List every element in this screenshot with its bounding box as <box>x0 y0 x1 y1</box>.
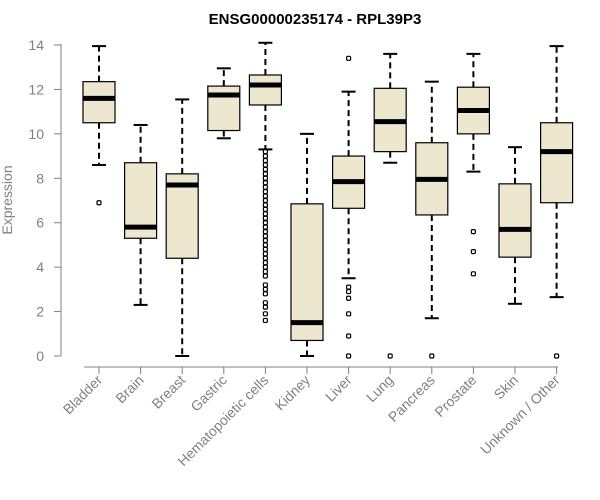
outlier-point <box>346 55 352 61</box>
y-tick-label: 8 <box>36 170 44 186</box>
outlier-point <box>470 271 476 277</box>
outlier-point <box>470 248 476 255</box>
outlier-point <box>262 304 268 310</box>
y-tick-label: 12 <box>28 81 44 97</box>
box-iqr <box>539 122 574 204</box>
outlier-point <box>346 295 352 301</box>
outlier-point <box>262 149 268 155</box>
box-group <box>456 52 490 277</box>
x-tick-label: Liver <box>322 372 355 405</box>
outlier-point <box>262 300 268 306</box>
outlier-point <box>262 282 268 288</box>
x-tick-label: Kidney <box>272 372 314 414</box>
outlier-point <box>262 197 268 204</box>
box-group <box>332 55 366 359</box>
y-axis-title: Expression <box>0 165 15 234</box>
box-group <box>290 132 324 357</box>
outlier-point <box>262 175 268 181</box>
outlier-point <box>346 311 352 317</box>
outlier-point <box>470 229 476 235</box>
outlier-point <box>262 215 268 221</box>
chart-title: ENSG00000235174 - RPL39P3 <box>209 11 422 28</box>
outlier-point <box>262 162 268 168</box>
outlier-point <box>346 353 352 359</box>
outlier-point <box>262 224 268 230</box>
box-group <box>165 98 199 357</box>
outlier-point <box>553 353 560 359</box>
outlier-point <box>429 353 435 359</box>
outlier-point <box>262 211 268 217</box>
outlier-point <box>262 286 268 292</box>
outlier-point <box>262 246 268 252</box>
outlier-point <box>262 242 268 248</box>
box-group <box>248 41 282 324</box>
outlier-point <box>262 317 268 324</box>
box-group <box>82 45 116 206</box>
box-group <box>539 45 574 359</box>
outlier-point <box>262 237 268 244</box>
box-iqr <box>248 74 282 106</box>
outlier-point <box>262 166 268 172</box>
x-tick-label: Unknown / Other <box>477 372 563 458</box>
outlier-point <box>262 264 268 270</box>
outlier-point <box>262 193 268 199</box>
outlier-point <box>262 184 268 190</box>
outlier-point <box>262 220 268 226</box>
x-tick-label: Breast <box>148 372 188 412</box>
x-tick-label: Bladder <box>60 372 106 418</box>
outlier-point <box>262 260 268 266</box>
box-group <box>373 52 407 359</box>
box-iqr <box>82 81 116 124</box>
y-tick-label: 2 <box>36 304 44 320</box>
x-tick-label: Prostate <box>431 372 479 420</box>
outlier-point <box>262 291 268 297</box>
x-tick-label: Brain <box>112 372 146 406</box>
outlier-point <box>346 288 352 295</box>
outlier-point <box>262 206 268 212</box>
outlier-point <box>346 333 352 339</box>
x-tick-label: Skin <box>491 372 522 403</box>
y-tick-label: 10 <box>28 126 44 142</box>
y-tick-label: 6 <box>36 215 44 231</box>
box-group <box>207 67 241 140</box>
x-tick-label: Lung <box>363 372 396 405</box>
outlier-point <box>262 229 268 235</box>
y-tick-label: 0 <box>36 348 44 364</box>
outlier-point <box>346 284 352 290</box>
outlier-point <box>262 233 268 239</box>
box-iqr <box>498 183 532 258</box>
outlier-point <box>262 157 268 164</box>
box-iqr <box>290 203 324 342</box>
outlier-point <box>262 251 268 257</box>
outlier-point <box>262 273 268 279</box>
outlier-point <box>262 180 268 186</box>
outlier-point <box>387 353 393 359</box>
box-group <box>498 146 532 305</box>
outlier-point <box>262 268 268 275</box>
y-axis-ticks: 0 2 4 6 8 10 12 14 <box>28 37 61 364</box>
box-iqr <box>165 173 199 259</box>
outlier-point <box>262 311 268 317</box>
outlier-point <box>96 200 102 206</box>
box-group <box>123 123 158 306</box>
y-tick-label: 14 <box>28 37 44 53</box>
outlier-point <box>262 171 268 177</box>
outlier-point <box>262 153 268 159</box>
outlier-point <box>262 202 268 208</box>
y-tick-label: 4 <box>36 259 44 275</box>
outlier-point <box>262 189 268 195</box>
box-series <box>82 41 574 359</box>
outlier-point <box>262 255 268 261</box>
box-group <box>415 80 449 359</box>
